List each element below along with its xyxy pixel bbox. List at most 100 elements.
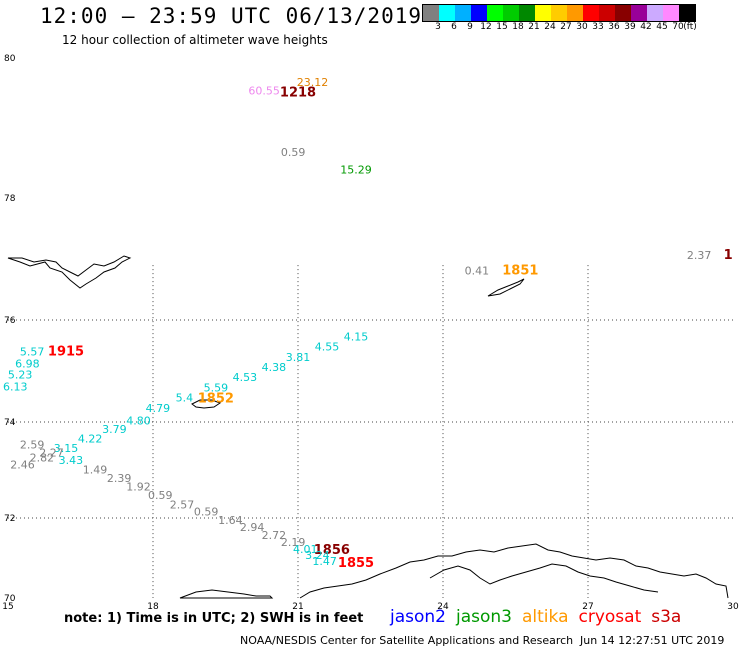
wave-height-value: 0.59: [281, 146, 306, 159]
wave-height-value: 2.19: [281, 536, 306, 549]
page-subtitle: 12 hour collection of altimeter wave hei…: [62, 33, 328, 47]
latitude-label: 80: [4, 54, 16, 64]
wave-height-value: 1.49: [83, 463, 108, 476]
color-swatch: [663, 5, 679, 21]
longitude-label: 24: [437, 602, 449, 612]
kvitoya-coastline: [487, 278, 525, 297]
wave-height-value: 1.92: [126, 481, 151, 494]
pass-time-label: 1218: [280, 86, 316, 101]
color-scale-label: 9: [467, 22, 473, 32]
color-swatch: [519, 5, 535, 21]
map-gridlines: [8, 265, 733, 598]
wave-height-value: 4.38: [262, 361, 287, 374]
wave-height-value: 3.79: [102, 423, 127, 436]
wave-height-value: 2.46: [10, 459, 35, 472]
wave-height-value: 2.72: [262, 529, 287, 542]
color-scale-label: 24: [544, 22, 556, 32]
color-swatch: [471, 5, 487, 21]
wave-height-value: 15.29: [340, 164, 372, 177]
latitude-label: 70: [4, 594, 16, 604]
color-swatch: [631, 5, 647, 21]
color-scale-label: (ft): [683, 22, 697, 32]
wave-height-value: 2.82: [30, 451, 55, 464]
svalbard-coastline: [7, 255, 132, 289]
color-swatch: [615, 5, 631, 21]
wave-height-value: 3.81: [286, 351, 311, 364]
color-scale-label: 45: [656, 22, 668, 32]
observation-labels: 23.12 60.55 1218 0.59 15.29 2.37 1 0.41 1851 4.15…: [3, 76, 733, 571]
wave-height-value: 5.59: [204, 381, 229, 394]
wave-height-value: 4.53: [233, 371, 258, 384]
color-swatch: [487, 5, 503, 21]
wave-height-value: 2.94: [240, 521, 265, 534]
color-scale-label: 33: [592, 22, 604, 32]
wave-height-value: 4.55: [315, 341, 340, 354]
pass-time-label: 1856: [314, 543, 350, 558]
pass-time-label: 1855: [338, 556, 374, 571]
color-swatch: [679, 5, 695, 21]
pass-time-label: 1852: [198, 392, 234, 407]
wave-height-value: 4.01: [293, 543, 318, 556]
color-scale-label: 27: [560, 22, 572, 32]
color-scale-label: 18: [512, 22, 524, 32]
color-scale-label: 21: [528, 22, 540, 32]
latitude-label: 78: [4, 194, 16, 204]
longitude-label: 15: [2, 602, 13, 612]
color-swatch: [455, 5, 471, 21]
color-scale-label: 70: [672, 22, 684, 32]
wave-height-value: 3.24: [305, 549, 330, 562]
kola-peninsula-outline: [429, 563, 659, 593]
wave-height-value: 6.13: [3, 380, 28, 393]
color-scale-labels: 3 6 9 12 15 18 21 24 27 30 33 36 39 42 45 70 (ft): [422, 22, 740, 34]
color-swatch: [503, 5, 519, 21]
color-swatch: [423, 5, 439, 21]
longitude-label: 30: [727, 602, 739, 612]
wave-height-value: 4.80: [126, 414, 151, 427]
pass-time-label: 1851: [502, 263, 538, 278]
footnote: note: 1) Time is in UTC; 2) SWH is in fe…: [64, 611, 364, 626]
norway-coastline-west: [179, 589, 274, 599]
legend-item-jason3: jason3: [456, 607, 512, 627]
wave-height-value: 2.59: [20, 438, 45, 451]
wave-height-value: 2.27: [39, 447, 64, 460]
latitude-label: 76: [4, 316, 16, 326]
color-scale-label: 15: [496, 22, 508, 32]
wave-height-value: 2.39: [107, 472, 132, 485]
wave-height-value: 0.59: [194, 506, 219, 519]
color-swatch: [583, 5, 599, 21]
color-scale-label: 6: [451, 22, 457, 32]
longitude-label: 21: [292, 602, 303, 612]
legend-item-altika: altika: [522, 607, 569, 627]
credit-line: NOAA/NESDIS Center for Satellite Applica…: [240, 634, 574, 647]
wave-height-value: 2.57: [170, 498, 195, 511]
satellite-legend: jason2 jason3 altika cryosat s3a: [390, 607, 691, 627]
color-scale-label: 30: [576, 22, 588, 32]
color-scale-label: 39: [624, 22, 636, 32]
color-scale-label: 3: [435, 22, 441, 32]
longitude-label: 18: [147, 602, 159, 612]
page-title: 12:00 — 23:59 UTC 06/13/2019: [40, 4, 423, 28]
wave-height-value: 4.15: [344, 330, 369, 343]
pass-time-label: 1915: [48, 345, 84, 360]
legend-item-cryosat: cryosat: [578, 607, 642, 627]
wave-height-value: 60.55: [248, 84, 280, 97]
wave-height-value: 3.43: [59, 454, 84, 467]
color-scale-label: 12: [480, 22, 492, 32]
wave-height-value: 2.37: [687, 249, 712, 262]
color-swatch: [647, 5, 663, 21]
latitude-label: 74: [4, 418, 16, 428]
wave-height-value: 5.23: [8, 369, 33, 382]
wave-height-value: 1.64: [218, 514, 243, 527]
color-scale-label: 42: [640, 22, 652, 32]
wave-height-value: 0.41: [465, 264, 490, 277]
wave-height-value: 5.4: [176, 392, 194, 405]
color-scale-bar: [422, 4, 696, 22]
norway-coastline-east: [299, 543, 729, 599]
wave-height-value: 6.98: [15, 357, 40, 370]
wave-height-value: 5.57: [20, 346, 45, 359]
pass-time-label: 1: [724, 248, 733, 263]
color-swatch: [535, 5, 551, 21]
latitude-label: 72: [4, 514, 15, 524]
longitude-label: 27: [582, 602, 593, 612]
